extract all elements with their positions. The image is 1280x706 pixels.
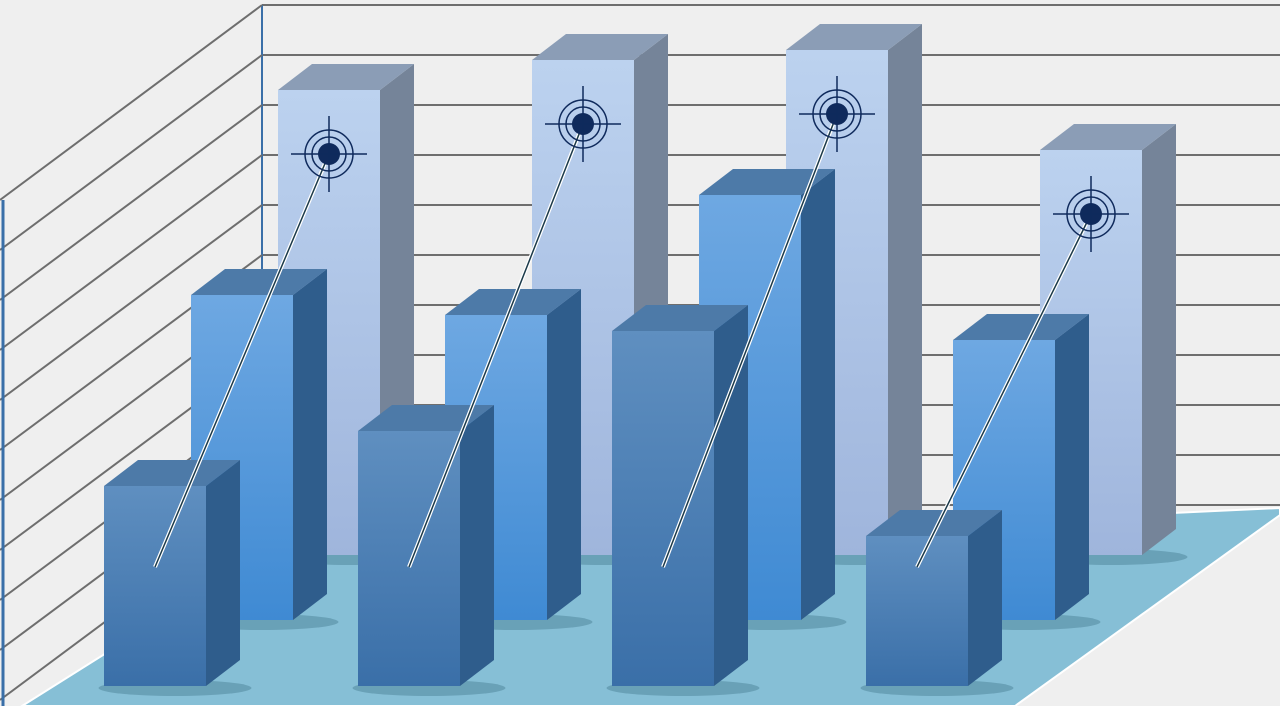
bar-front — [358, 431, 460, 686]
bar-side — [801, 169, 835, 620]
crosshair-target-icon — [799, 76, 875, 152]
side-wall-gridline — [0, 104, 263, 301]
leader-line — [154, 153, 330, 568]
bars — [98, 24, 1188, 696]
bar — [352, 405, 506, 696]
bar-side — [888, 24, 922, 555]
bar-side — [714, 305, 748, 686]
bar-top — [866, 510, 1002, 536]
bar-front — [104, 486, 206, 686]
crosshair-target-icon — [291, 116, 367, 192]
bar-top — [699, 169, 835, 195]
crosshair-target-icon — [545, 86, 621, 162]
bar-top — [278, 64, 414, 90]
bar-top — [104, 460, 240, 486]
side-wall-gridline — [0, 204, 263, 401]
crosshair-target-icon — [1053, 176, 1129, 252]
leader-line — [408, 123, 584, 568]
bar — [606, 305, 760, 696]
bar-side — [1055, 314, 1089, 620]
bar-side — [293, 269, 327, 620]
bar-top — [612, 305, 748, 331]
bar-top — [1040, 124, 1176, 150]
bar — [185, 269, 339, 630]
leader-line — [662, 113, 838, 568]
bar — [98, 460, 252, 696]
bar-top — [532, 34, 668, 60]
side-wall-gridline — [0, 54, 263, 251]
bar-side — [1142, 124, 1176, 555]
bar-top — [358, 405, 494, 431]
markers — [153, 76, 1129, 568]
bar-front — [612, 331, 714, 686]
bar-side — [206, 460, 240, 686]
bar-side — [547, 289, 581, 620]
leader-line — [916, 213, 1092, 568]
side-wall-gridline — [0, 4, 263, 201]
bar-top — [191, 269, 327, 295]
bar — [860, 510, 1014, 696]
bar-side — [460, 405, 494, 686]
bar-front — [866, 536, 968, 686]
bar-side — [968, 510, 1002, 686]
bar-top — [953, 314, 1089, 340]
bar-top — [786, 24, 922, 50]
side-wall-gridline — [0, 154, 263, 351]
